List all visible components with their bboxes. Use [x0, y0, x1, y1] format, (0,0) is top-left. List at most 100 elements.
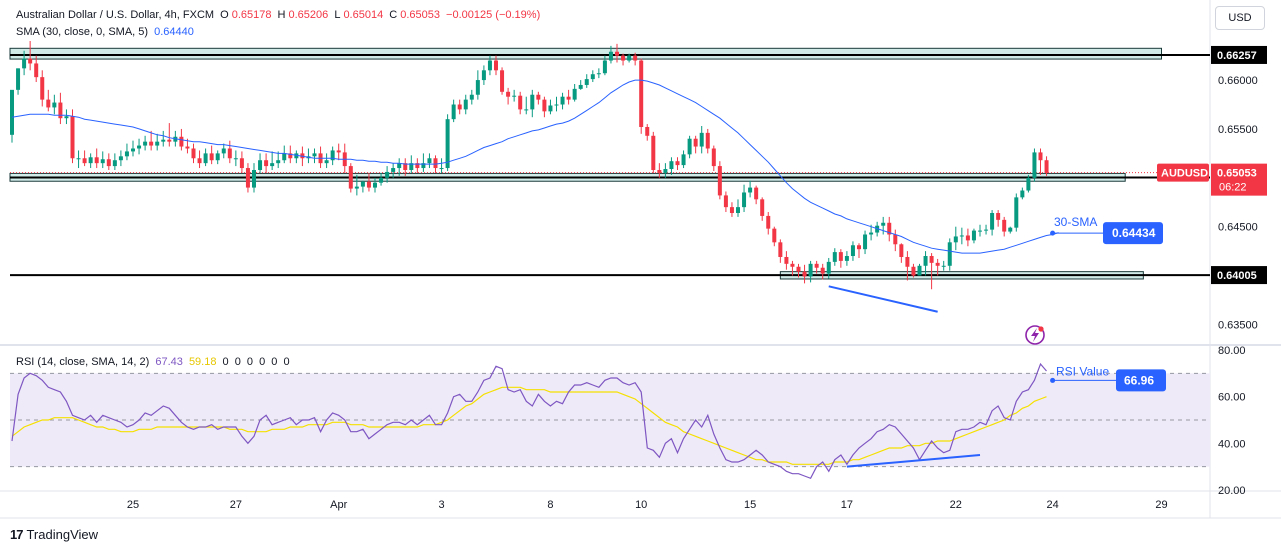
candle-body [312, 153, 317, 157]
candle-body [711, 148, 716, 167]
candle-body [899, 244, 904, 257]
candle-body [143, 141, 148, 146]
candle-body [990, 213, 995, 230]
candle-body [161, 139, 166, 142]
candle-body [288, 153, 293, 159]
candle-body [850, 245, 855, 257]
candle-body [88, 157, 93, 164]
candle-body [427, 158, 432, 164]
price-tick-label: 0.64500 [1218, 222, 1258, 234]
candle-body [820, 267, 825, 274]
candle-body [935, 262, 940, 266]
candle-body [52, 102, 57, 108]
time-tick-label: 10 [635, 499, 647, 511]
candle-body [905, 256, 910, 267]
candle-body [657, 169, 662, 173]
candle-body [40, 77, 45, 100]
candle-body [149, 141, 154, 146]
rsi-legend[interactable]: RSI (14, close, SMA, 14, 2) 67.43 59.18 … [16, 356, 293, 368]
tradingview-logo-icon: 17 [10, 527, 24, 542]
candle-body [754, 187, 759, 200]
rsi-value-box [1116, 369, 1166, 392]
rsi-extra-value: 0 [222, 356, 229, 368]
tradingview-logo[interactable]: 17 TradingView [10, 527, 98, 542]
candle-body [403, 163, 408, 170]
candle-body [215, 153, 220, 161]
candle-body [699, 132, 704, 147]
time-tick-label: 24 [1046, 499, 1058, 511]
candle-body [681, 154, 686, 166]
time-tick-label: 22 [950, 499, 962, 511]
price-tick-label: 0.66000 [1218, 75, 1258, 87]
candle-body [693, 138, 698, 147]
candle-body [155, 141, 160, 146]
candle-body [82, 158, 87, 164]
open-value: 0.65178 [231, 9, 272, 21]
candle-body [863, 234, 868, 250]
candle-body [112, 160, 117, 167]
time-tick-label: 8 [547, 499, 553, 511]
candle-body [947, 242, 952, 266]
candle-body [385, 171, 390, 178]
candle-body [16, 68, 21, 90]
candle-body [621, 55, 626, 61]
candle-body [373, 182, 377, 188]
candle-body [397, 163, 402, 169]
symbol-title: Australian Dollar / U.S. Dollar, 4h, FXC… [16, 9, 215, 21]
candle-body [742, 192, 747, 208]
candle-body [421, 163, 426, 169]
currency-button[interactable]: USD [1215, 6, 1265, 30]
candle-body [687, 138, 692, 155]
candle-body [826, 261, 831, 274]
candle-body [790, 263, 795, 267]
candle-body [1044, 160, 1049, 173]
candle-body [633, 55, 638, 61]
candle-body [1020, 190, 1025, 198]
candle-body [941, 265, 946, 267]
close-value: 0.65053 [400, 9, 440, 21]
candle-body [578, 84, 583, 89]
candle-body [487, 60, 492, 71]
price-axis: 0.660000.655000.650000.645000.640000.635… [1157, 45, 1267, 331]
symbol-tag-text: AUDUSD [1161, 168, 1208, 180]
candle-body [439, 168, 444, 170]
candle-body [881, 222, 886, 226]
price-label-box [1211, 45, 1267, 64]
candle-body [953, 236, 958, 243]
candle-body [348, 166, 353, 189]
candle-body [22, 58, 27, 69]
sma-line [11, 79, 1059, 254]
candle-body [276, 160, 281, 164]
candle-body [34, 63, 39, 78]
candle-body [1026, 177, 1031, 191]
sma-legend[interactable]: SMA (30, close, 0, SMA, 5) 0.64440 [16, 26, 197, 38]
candle-body [814, 263, 819, 268]
candle-body [185, 146, 190, 149]
rsi-tick-label: 60.00 [1218, 392, 1246, 404]
candle-body [651, 135, 656, 170]
price-label-text: 0.66257 [1217, 50, 1257, 62]
candle-body [778, 242, 783, 257]
candle-body [736, 207, 740, 214]
time-tick-label: 17 [841, 499, 853, 511]
candle-body [996, 213, 1001, 220]
candle-body [64, 116, 69, 119]
flash-icon[interactable] [1025, 325, 1045, 345]
rsi-callout-text: RSI Value [1056, 364, 1109, 378]
candle-body [239, 158, 244, 169]
time-axis: 25 27 Apr 3 8 10 15 17 22 24 29 [127, 499, 1168, 511]
candle-body [893, 234, 898, 245]
candle-body [481, 70, 486, 81]
candle-body [772, 228, 777, 243]
sma-value-box [1103, 222, 1163, 245]
candle-body [838, 252, 843, 261]
rsi-trendline [846, 454, 981, 468]
main-annotations: 30-SMA 0.64434 [828, 215, 1163, 313]
candle-body [590, 74, 595, 80]
candle-body [802, 271, 807, 277]
candle-body [723, 195, 728, 208]
candle-body [978, 230, 982, 232]
candle-body [1008, 227, 1013, 232]
low-value: 0.65014 [343, 9, 384, 21]
